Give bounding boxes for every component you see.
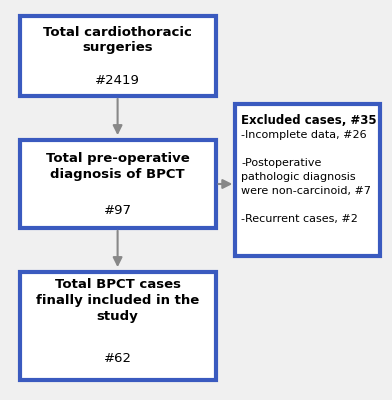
Text: -Incomplete data, #26

-Postoperative
pathologic diagnosis
were non-carcinoid, #: -Incomplete data, #26 -Postoperative pat…: [241, 130, 371, 224]
FancyBboxPatch shape: [20, 272, 216, 380]
Text: #97: #97: [103, 204, 132, 217]
FancyBboxPatch shape: [20, 140, 216, 228]
FancyBboxPatch shape: [235, 104, 380, 256]
Text: #2419: #2419: [95, 74, 140, 86]
Text: Total BPCT cases
finally included in the
study: Total BPCT cases finally included in the…: [36, 278, 199, 322]
Text: Excluded cases, #35: Excluded cases, #35: [241, 114, 377, 127]
FancyBboxPatch shape: [20, 16, 216, 96]
Text: Total cardiothoracic
surgeries: Total cardiothoracic surgeries: [43, 26, 192, 54]
Text: Total pre-operative
diagnosis of BPCT: Total pre-operative diagnosis of BPCT: [46, 152, 189, 181]
Text: #62: #62: [103, 352, 132, 365]
